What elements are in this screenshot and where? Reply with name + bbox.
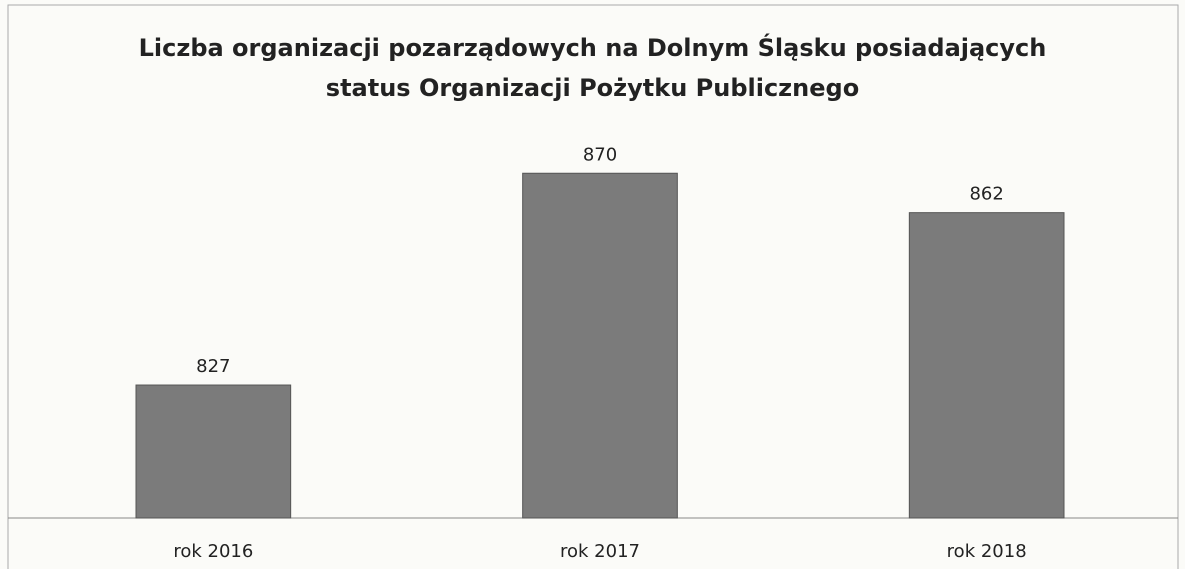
data-label: 862 [969, 184, 1003, 205]
bar [908, 212, 1065, 519]
bar [135, 384, 292, 519]
x-tick-label: rok 2017 [560, 541, 640, 562]
x-tick-label: rok 2016 [173, 541, 253, 562]
data-label: 870 [583, 144, 617, 165]
chart-frame [7, 4, 1179, 569]
chart-title: Liczba organizacji pozarządowych na Doln… [138, 34, 1047, 102]
bar [522, 172, 678, 519]
x-tick-label: rok 2018 [947, 541, 1027, 562]
data-label: 827 [196, 356, 230, 377]
